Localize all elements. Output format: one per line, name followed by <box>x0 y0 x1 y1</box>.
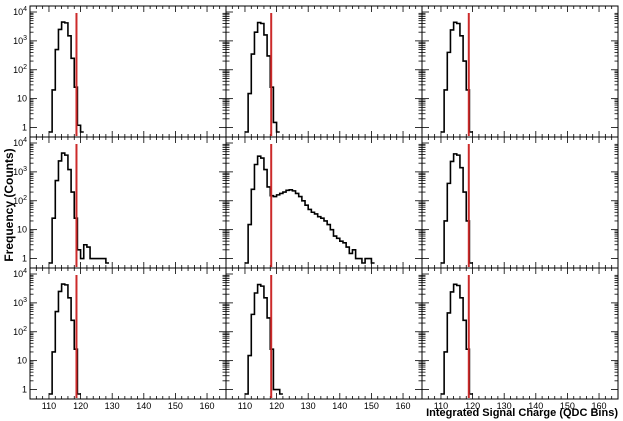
x-tick-label: 110 <box>238 401 252 411</box>
x-tick-label: 160 <box>396 401 411 411</box>
y-tick-label: 1 <box>22 385 27 395</box>
panel-frame <box>225 136 423 269</box>
x-tick-label: 140 <box>136 401 151 411</box>
x-axis-label: Integrated Signal Charge (QDC Bins) <box>426 407 618 419</box>
y-tick-label: 102 <box>13 195 27 206</box>
x-tick-label: 110 <box>42 401 56 411</box>
x-tick-label: 130 <box>105 401 120 411</box>
panel-frame <box>29 136 227 269</box>
histogram-series <box>440 153 473 264</box>
x-tick-label: 150 <box>168 401 183 411</box>
histogram-series <box>48 152 110 264</box>
x-tick-label: 160 <box>592 401 607 411</box>
y-tick-label: 102 <box>13 64 27 75</box>
y-axis-label: Frequency (Counts) <box>2 148 16 261</box>
panel-r0-c1 <box>225 5 423 138</box>
y-tick-label: 1 <box>22 254 27 264</box>
y-tick-label: 10 <box>17 356 27 366</box>
x-tick-label: 150 <box>560 401 575 411</box>
panel-r0-c2 <box>421 5 619 138</box>
panel-r1-c2 <box>421 136 619 269</box>
y-tick-label: 1 <box>22 123 27 133</box>
panel-frame <box>225 5 423 138</box>
y-tick-label: 10 <box>17 225 27 235</box>
histogram-series <box>440 283 473 395</box>
panel-r2-c1: 110 120 130 140 150 160 <box>225 267 423 411</box>
y-tick-label: 103 <box>13 166 27 177</box>
histogram-series <box>48 283 81 395</box>
histogram-series <box>244 155 375 264</box>
x-tick-label: 110 <box>434 401 448 411</box>
y-tick-label: 103 <box>13 35 27 46</box>
y-tick-label: 102 <box>13 326 27 337</box>
histogram-series <box>440 21 473 133</box>
y-tick-label: 104 <box>13 6 27 17</box>
y-tick-label: 104 <box>13 268 27 279</box>
x-tick-label: 120 <box>269 401 284 411</box>
x-tick-label: 160 <box>200 401 215 411</box>
x-tick-label: 120 <box>465 401 480 411</box>
y-tick-label: 10 <box>17 94 27 104</box>
x-tick-label: 130 <box>301 401 316 411</box>
histogram-series <box>244 21 280 133</box>
x-tick-label: 130 <box>497 401 512 411</box>
x-tick-label: 120 <box>73 401 88 411</box>
panel-frame <box>29 5 227 138</box>
panel-r1-c1 <box>225 136 423 269</box>
panel-frame <box>421 267 619 400</box>
panel-frame <box>421 136 619 269</box>
y-tick-label: 104 <box>13 137 27 148</box>
panel-frame <box>225 267 423 400</box>
panel-frame <box>29 267 227 400</box>
histogram-series <box>244 283 283 395</box>
x-tick-label: 140 <box>528 401 543 411</box>
y-tick-label: 103 <box>13 297 27 308</box>
histogram-series <box>48 21 84 133</box>
x-tick-label: 140 <box>332 401 347 411</box>
x-tick-label: 150 <box>364 401 379 411</box>
panel-r2-c2: 110 120 130 140 150 160 <box>421 267 619 411</box>
panel-frame <box>421 5 619 138</box>
